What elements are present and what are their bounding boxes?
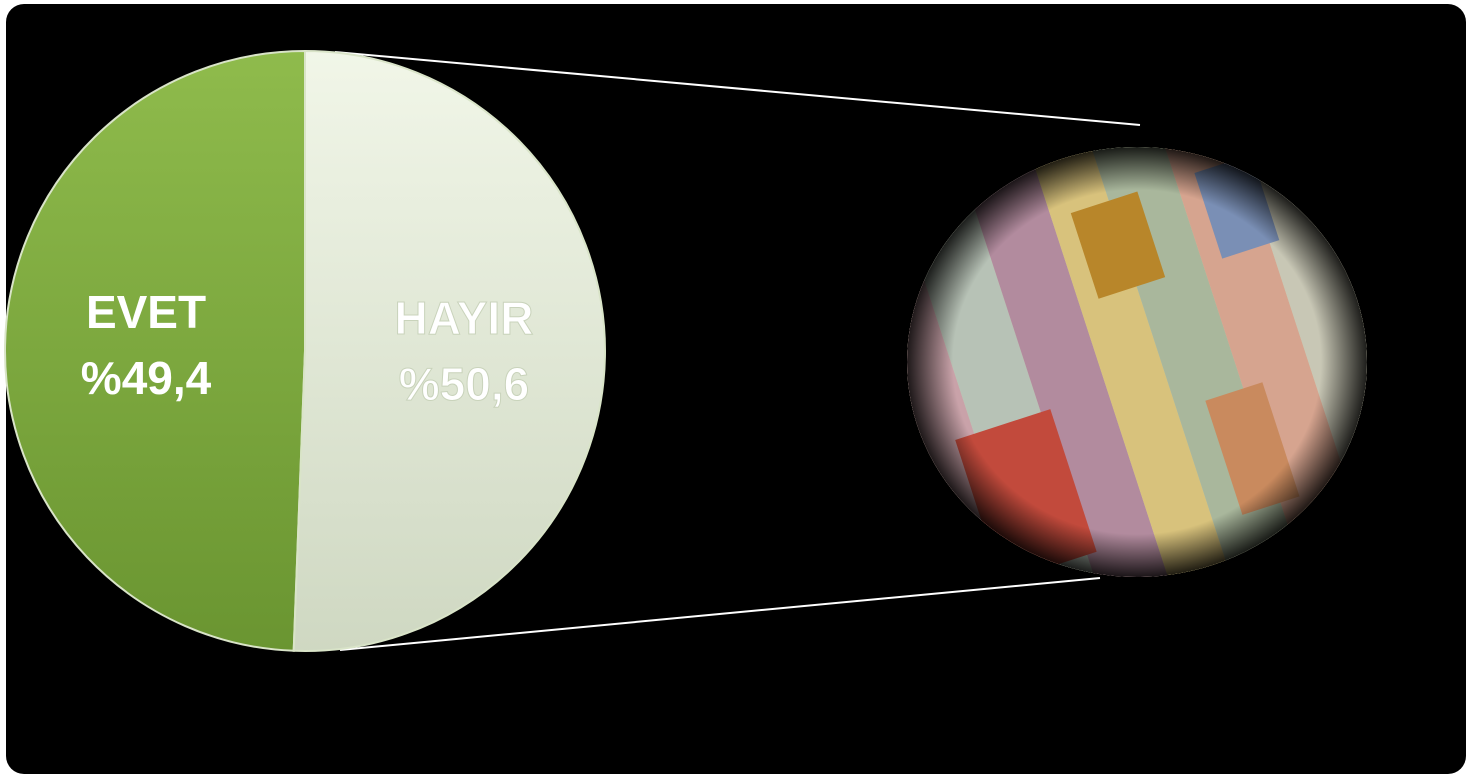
page: {"chart_data": {"type": "pie", "categori… <box>0 0 1466 774</box>
chart: EVET %49,4 HAYIR %50,6 <box>0 0 1466 774</box>
value-label: %49,4 <box>81 352 212 404</box>
value-label: %50,6 <box>399 358 529 410</box>
slice-label: EVET <box>86 286 206 338</box>
slice-label: HAYIR <box>395 292 534 344</box>
